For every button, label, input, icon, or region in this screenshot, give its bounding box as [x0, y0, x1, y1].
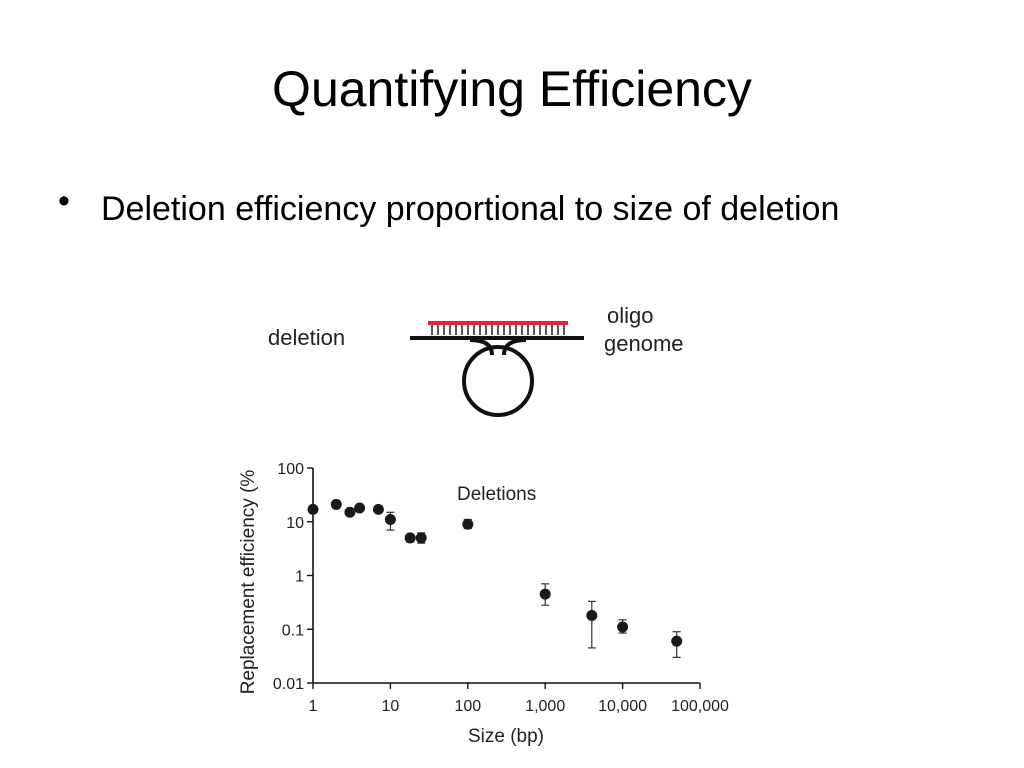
- chart-axes: 1 10 100 1,000 10,000 100,000 0.01 0.1 1 10 100: [273, 461, 729, 715]
- deletion-label: deletion: [268, 325, 345, 350]
- x-tick-label: 1: [309, 698, 318, 715]
- data-point: [354, 502, 366, 514]
- deletion-schematic: deletion oligo genome: [268, 303, 684, 417]
- oligo-genome-diagram: [410, 321, 584, 417]
- data-point: [372, 503, 384, 515]
- x-tick-label: 1,000: [525, 698, 565, 715]
- data-point: [415, 532, 427, 544]
- x-tick-label: 10: [382, 698, 400, 715]
- data-point: [330, 498, 342, 510]
- data-point: [384, 514, 396, 526]
- bullet-text: Deletion efficiency proportional to size…: [101, 190, 840, 228]
- genome-label: genome: [604, 331, 684, 356]
- y-tick-label: 0.1: [282, 622, 304, 639]
- oligo-label: oligo: [607, 303, 653, 328]
- x-tick-label: 10,000: [598, 698, 647, 715]
- y-tick-label: 0.01: [273, 676, 304, 693]
- y-tick-label: 10: [286, 515, 304, 532]
- data-point: [617, 621, 629, 633]
- deletion-loop: [462, 345, 534, 417]
- y-tick-label: 1: [295, 569, 304, 586]
- data-point: [307, 503, 319, 515]
- y-tick-label: 100: [277, 461, 304, 478]
- x-tick-label: 100: [454, 698, 481, 715]
- data-point: [586, 610, 598, 622]
- x-axis-label: Size (bp): [468, 726, 544, 747]
- data-point: [462, 518, 474, 530]
- bullet-dot-icon: •: [58, 182, 70, 220]
- slide-title: Quantifying Efficiency: [272, 61, 752, 117]
- y-axis-label: Replacement efficiency (%: [238, 470, 259, 695]
- loop-stem-left: [469, 338, 494, 356]
- loop-stem-right: [502, 338, 527, 356]
- x-tick-label: 100,000: [671, 698, 729, 715]
- data-point: [671, 635, 683, 647]
- data-point: [404, 532, 416, 544]
- data-point: [539, 588, 551, 600]
- chart-points: [307, 498, 683, 658]
- chart-annotation: Deletions: [457, 484, 536, 505]
- data-point: [344, 506, 356, 518]
